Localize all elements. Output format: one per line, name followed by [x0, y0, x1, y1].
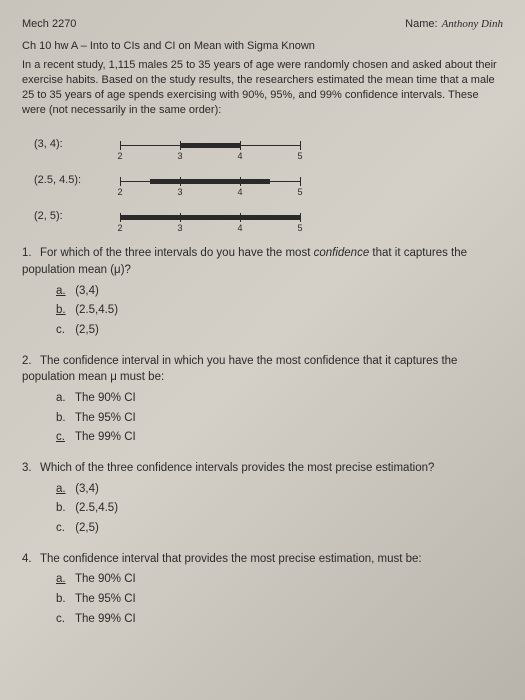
options-list: a. (3,4) b. (2.5,4.5) c. (2,5): [56, 481, 503, 537]
interval-row: (2.5, 4.5): 2345: [34, 167, 503, 193]
interval-row: (3, 4): 2345: [34, 131, 503, 157]
number-line: 2345: [120, 203, 300, 229]
option: a. (3,4): [56, 481, 503, 498]
assignment-title: Ch 10 hw A – Into to CIs and CI on Mean …: [22, 40, 503, 52]
option: a. The 90% CI: [56, 571, 503, 588]
option: a. (3,4): [56, 283, 503, 300]
option: c. The 99% CI: [56, 611, 503, 628]
question-stem: 1.For which of the three intervals do yo…: [22, 245, 503, 278]
number-line: 2345: [120, 131, 300, 157]
option: c. The 99% CI: [56, 429, 503, 446]
name-field: Name: Anthony Dinh: [405, 18, 503, 30]
options-list: a. The 90% CI b. The 95% CI c. The 99% CI: [56, 571, 503, 627]
option: c. (2,5): [56, 520, 503, 537]
interval-label: (2.5, 4.5):: [34, 174, 92, 186]
questions-section: 1.For which of the three intervals do yo…: [22, 245, 503, 627]
interval-row: (2, 5): 2345: [34, 203, 503, 229]
name-label: Name:: [405, 18, 437, 30]
option: b. The 95% CI: [56, 591, 503, 608]
option: b. (2.5,4.5): [56, 302, 503, 319]
name-value: Anthony Dinh: [442, 18, 503, 30]
option: c. (2,5): [56, 322, 503, 339]
option: a. The 90% CI: [56, 390, 503, 407]
header-row: Mech 2270 Name: Anthony Dinh: [22, 18, 503, 30]
question-stem: 3.Which of the three confidence interval…: [22, 460, 503, 477]
course-code: Mech 2270: [22, 18, 76, 30]
question-stem: 4.The confidence interval that provides …: [22, 551, 503, 568]
question-stem: 2.The confidence interval in which you h…: [22, 353, 503, 386]
option: b. The 95% CI: [56, 410, 503, 427]
interval-diagrams: (3, 4): 2345 (2.5, 4.5): 2345 (2, 5): 2345: [34, 131, 503, 229]
question: 2.The confidence interval in which you h…: [22, 353, 503, 446]
number-line: 2345: [120, 167, 300, 193]
question: 1.For which of the three intervals do yo…: [22, 245, 503, 338]
interval-label: (3, 4):: [34, 138, 92, 150]
interval-label: (2, 5):: [34, 210, 92, 222]
intro-paragraph: In a recent study, 1,115 males 25 to 35 …: [22, 58, 503, 117]
question: 3.Which of the three confidence interval…: [22, 460, 503, 537]
options-list: a. The 90% CI b. The 95% CI c. The 99% CI: [56, 390, 503, 446]
question: 4.The confidence interval that provides …: [22, 551, 503, 628]
option: b. (2.5,4.5): [56, 500, 503, 517]
options-list: a. (3,4) b. (2.5,4.5) c. (2,5): [56, 283, 503, 339]
